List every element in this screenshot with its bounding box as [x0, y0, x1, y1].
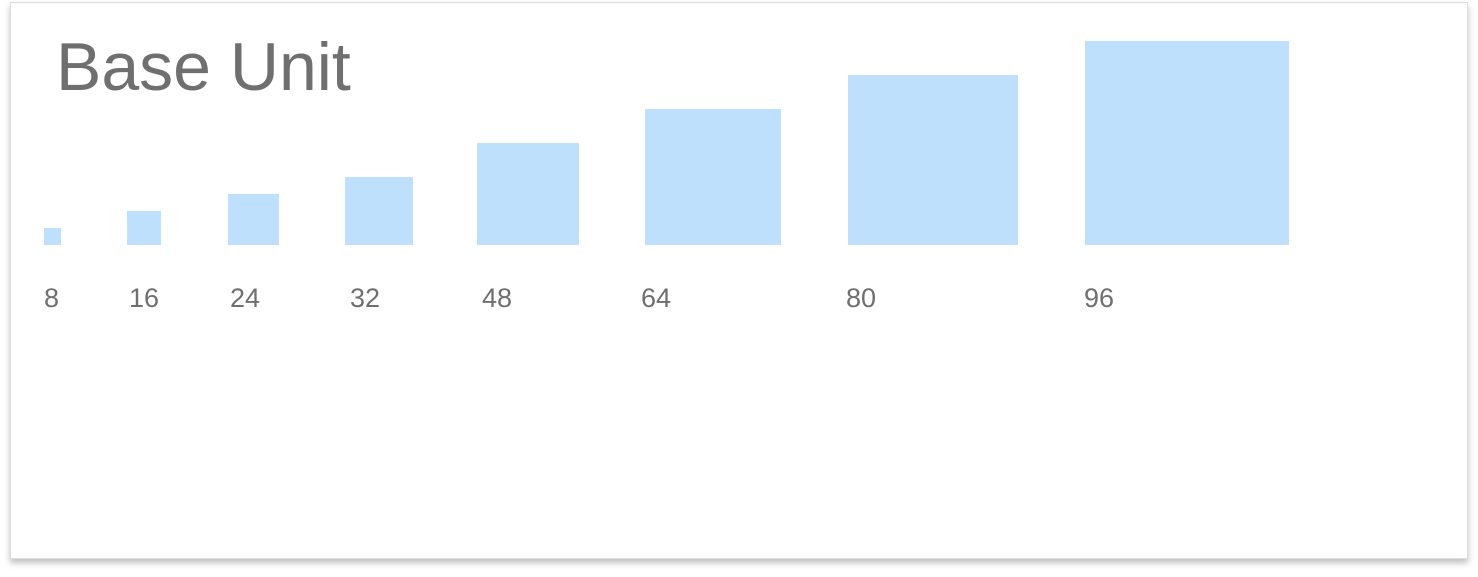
unit-swatch-96	[1085, 41, 1289, 245]
unit-swatch-64	[645, 109, 781, 245]
unit-swatch-16	[127, 211, 161, 245]
unit-swatch-32	[345, 177, 413, 245]
unit-label-96: 96	[1084, 283, 1115, 313]
base-unit-card: Base Unit 8 16 24 32 48 64 80 96	[10, 2, 1468, 559]
unit-label-24: 24	[230, 283, 261, 313]
unit-label-64: 64	[641, 283, 672, 313]
unit-label-16: 16	[129, 283, 160, 313]
unit-label-80: 80	[846, 283, 877, 313]
unit-swatch-8	[44, 228, 61, 245]
unit-swatch-24	[228, 194, 279, 245]
unit-swatch-80	[848, 75, 1018, 245]
unit-label-48: 48	[482, 283, 513, 313]
unit-label-8: 8	[44, 283, 60, 313]
page-title: Base Unit	[56, 29, 351, 105]
unit-swatch-48	[477, 143, 579, 245]
unit-label-32: 32	[350, 283, 381, 313]
